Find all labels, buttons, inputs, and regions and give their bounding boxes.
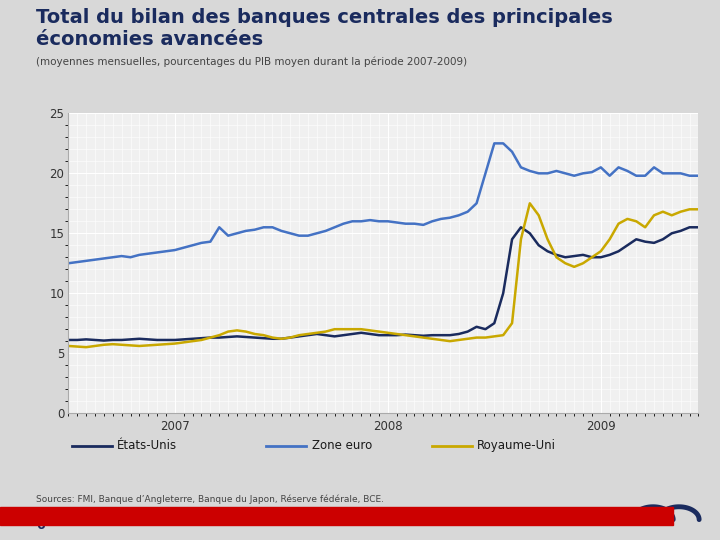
Text: Zone euro: Zone euro: [312, 439, 372, 452]
Text: États-Unis: États-Unis: [117, 439, 178, 452]
Text: Royaume-Uni: Royaume-Uni: [477, 439, 557, 452]
Text: économies avancées: économies avancées: [36, 30, 263, 49]
Text: 6: 6: [36, 519, 45, 532]
Text: Sources: FMI, Banque d’Angleterre, Banque du Japon, Réserve fédérale, BCE.: Sources: FMI, Banque d’Angleterre, Banqu…: [36, 494, 384, 504]
Text: Total du bilan des banques centrales des principales: Total du bilan des banques centrales des…: [36, 8, 613, 27]
Text: (moyennes mensuelles, pourcentages du PIB moyen durant la période 2007-2009): (moyennes mensuelles, pourcentages du PI…: [36, 57, 467, 67]
